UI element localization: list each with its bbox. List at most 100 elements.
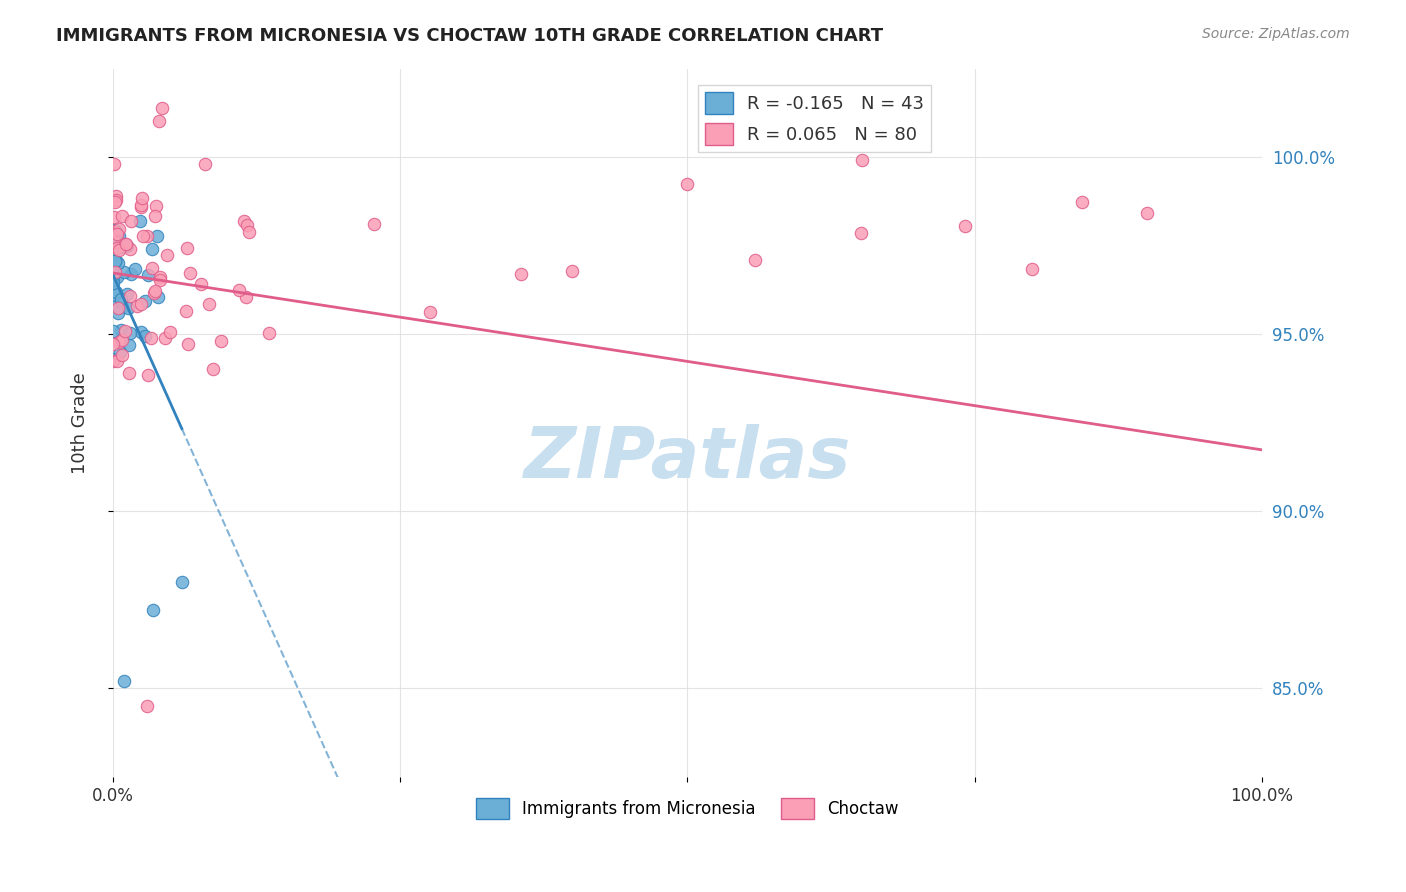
Point	[104, 288, 127, 302]
Point	[105, 194, 128, 208]
Point	[114, 324, 136, 338]
Point	[108, 222, 131, 236]
Point	[104, 265, 127, 279]
Point	[419, 304, 441, 318]
Point	[363, 217, 385, 231]
Point	[131, 191, 153, 205]
Point	[198, 297, 221, 311]
Point	[117, 301, 139, 316]
Point	[156, 248, 179, 262]
Point	[105, 227, 128, 241]
Text: Source: ZipAtlas.com: Source: ZipAtlas.com	[1202, 27, 1350, 41]
Point	[509, 267, 531, 281]
Point	[849, 226, 872, 240]
Point	[112, 265, 135, 279]
Point	[103, 337, 125, 351]
Point	[114, 236, 136, 251]
Point	[105, 285, 128, 300]
Point	[955, 219, 977, 233]
Point	[118, 366, 141, 380]
Point	[114, 238, 136, 252]
Point	[792, 788, 814, 802]
Text: IMMIGRANTS FROM MICRONESIA VS CHOCTAW 10TH GRADE CORRELATION CHART: IMMIGRANTS FROM MICRONESIA VS CHOCTAW 10…	[56, 27, 883, 45]
Point	[115, 286, 138, 301]
Point	[228, 283, 250, 297]
Point	[177, 336, 200, 351]
Y-axis label: 10th Grade: 10th Grade	[72, 372, 89, 474]
Point	[141, 331, 163, 345]
Point	[136, 699, 159, 714]
Point	[127, 299, 149, 313]
Point	[143, 284, 166, 298]
Point	[120, 242, 142, 256]
Point	[112, 674, 135, 689]
Point	[257, 326, 280, 340]
Point	[103, 224, 125, 238]
Point	[129, 200, 152, 214]
Point	[146, 229, 169, 244]
Point	[107, 243, 129, 257]
Point	[129, 198, 152, 212]
Point	[105, 254, 128, 268]
Point	[107, 306, 129, 320]
Point	[179, 266, 201, 280]
Point	[110, 323, 132, 337]
Point	[136, 368, 159, 382]
Point	[149, 269, 172, 284]
Point	[103, 276, 125, 290]
Text: ZIPatlas: ZIPatlas	[524, 424, 851, 492]
Point	[131, 296, 153, 310]
Point	[103, 354, 125, 368]
Point	[104, 223, 127, 237]
Point	[134, 328, 156, 343]
Point	[105, 225, 128, 239]
Point	[136, 268, 159, 282]
Point	[202, 362, 225, 376]
Point	[110, 300, 132, 314]
Point	[111, 209, 134, 223]
Point	[110, 292, 132, 306]
Point	[103, 324, 125, 338]
Point	[108, 229, 131, 244]
Point	[148, 113, 170, 128]
Point	[141, 242, 163, 256]
Point	[120, 326, 142, 340]
Point	[118, 337, 141, 351]
Point	[238, 225, 260, 239]
Point	[170, 575, 193, 590]
Point	[120, 289, 142, 303]
Point	[103, 351, 125, 366]
Point	[103, 242, 125, 256]
Point	[146, 290, 169, 304]
Point	[104, 254, 127, 268]
Point	[232, 214, 254, 228]
Point	[148, 273, 170, 287]
Point	[905, 876, 928, 890]
Point	[235, 290, 257, 304]
Point	[124, 261, 146, 276]
Point	[128, 214, 150, 228]
Point	[699, 822, 721, 837]
Point	[104, 195, 127, 210]
Point	[1136, 206, 1159, 220]
Point	[105, 353, 128, 368]
Point	[1021, 261, 1043, 276]
Point	[851, 153, 873, 168]
Point	[120, 213, 142, 227]
Point	[105, 229, 128, 244]
Point	[676, 177, 699, 191]
Point	[107, 256, 129, 270]
Point	[129, 325, 152, 339]
Point	[159, 325, 181, 339]
Point	[115, 236, 138, 251]
Point	[150, 101, 173, 115]
Point	[104, 235, 127, 249]
Point	[103, 210, 125, 224]
Point	[744, 252, 766, 267]
Point	[145, 198, 167, 212]
Point	[108, 334, 131, 349]
Point	[131, 228, 153, 243]
Point	[135, 229, 157, 244]
Legend: Immigrants from Micronesia, Choctaw: Immigrants from Micronesia, Choctaw	[470, 791, 905, 825]
Point	[103, 157, 125, 171]
